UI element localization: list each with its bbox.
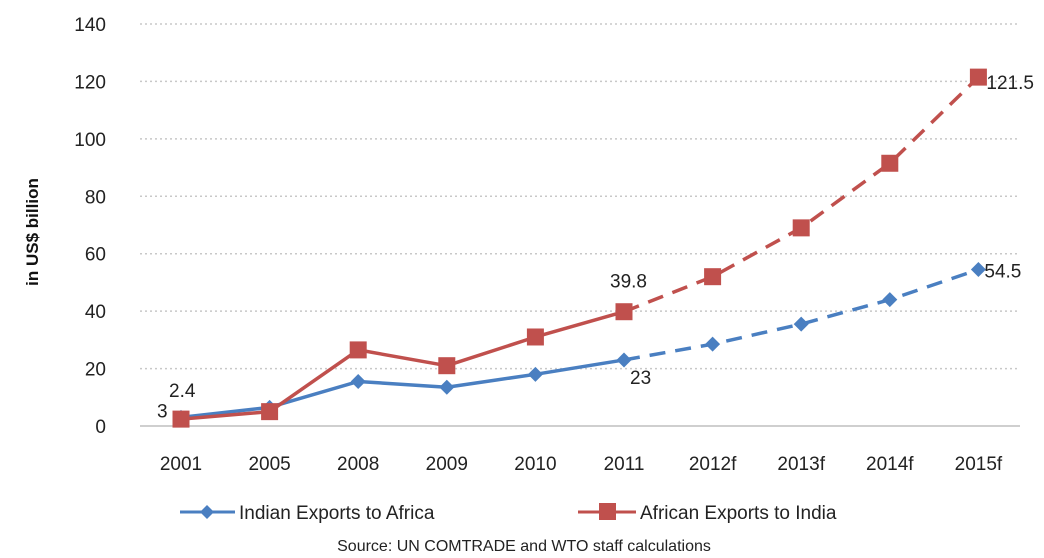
legend-item-african-exports: African Exports to India xyxy=(578,503,837,524)
source-note: Source: UN COMTRADE and WTO staff calcul… xyxy=(337,538,711,555)
data-point-square xyxy=(526,328,544,346)
x-tick-label: 2009 xyxy=(426,454,468,475)
series-line-actual xyxy=(180,358,625,420)
y-tick-label: 80 xyxy=(85,187,106,208)
y-tick-label: 60 xyxy=(85,245,106,266)
data-label: 39.8 xyxy=(610,272,647,293)
data-label: 54.5 xyxy=(984,262,1021,283)
y-tick-label: 120 xyxy=(74,72,106,93)
data-point-square xyxy=(704,268,722,286)
series-line-forecast xyxy=(623,75,980,314)
legend-label-indian-exports: Indian Exports to Africa xyxy=(239,503,435,524)
data-label: 23 xyxy=(630,368,651,389)
data-label: 3 xyxy=(157,401,168,422)
grid-lines xyxy=(140,23,1020,427)
data-point-square xyxy=(881,154,899,172)
legend: Indian Exports to Africa African Exports… xyxy=(180,503,837,524)
data-point-diamond xyxy=(882,292,898,308)
legend-marker-diamond xyxy=(200,505,214,519)
data-point-diamond xyxy=(616,352,632,368)
legend-label-african-exports: African Exports to India xyxy=(640,503,837,524)
x-tick-label: 2015f xyxy=(955,454,1003,475)
data-point-square xyxy=(172,410,190,428)
data-point-diamond xyxy=(705,336,721,352)
x-tick-label: 2011 xyxy=(604,454,645,475)
y-tick-labels: 0 20 40 60 80 100 120 140 xyxy=(74,15,106,438)
legend-item-indian-exports: Indian Exports to Africa xyxy=(180,503,435,524)
y-tick-label: 20 xyxy=(85,360,106,381)
data-label: 2.4 xyxy=(169,381,196,402)
data-label: 121.5 xyxy=(986,73,1034,94)
data-point-square xyxy=(792,219,810,237)
x-tick-label: 2005 xyxy=(248,454,290,475)
x-tick-labels: 2001 2005 2008 2009 2010 2011 2012f 2013f 2014f 2… xyxy=(160,454,1003,475)
data-point-square xyxy=(615,303,633,321)
x-tick-label: 2008 xyxy=(337,454,379,475)
x-tick-label: 2012f xyxy=(689,454,737,475)
data-point-square xyxy=(349,341,367,359)
y-tick-label: 0 xyxy=(95,417,106,438)
x-tick-label: 2014f xyxy=(866,454,914,475)
x-tick-label: 2001 xyxy=(160,454,202,475)
series-markers xyxy=(172,68,987,428)
legend-marker-square xyxy=(599,503,616,520)
x-tick-label: 2010 xyxy=(514,454,556,475)
data-labels: 32.4 39.8 23 121.5 54.5 xyxy=(157,73,1034,422)
data-point-square xyxy=(261,403,279,421)
x-tick-label: 2013f xyxy=(777,454,825,475)
data-point-diamond xyxy=(439,379,455,395)
y-tick-label: 100 xyxy=(74,130,106,151)
y-axis-label: in US$ billion xyxy=(23,178,42,286)
series-line-actual xyxy=(180,310,625,421)
series-lines xyxy=(180,75,980,421)
series-line-forecast xyxy=(623,267,979,362)
data-point-square xyxy=(438,357,456,375)
data-point-diamond xyxy=(793,316,809,332)
data-point-diamond xyxy=(350,373,366,389)
data-point-diamond xyxy=(970,262,986,278)
y-tick-label: 140 xyxy=(74,15,106,36)
data-point-square xyxy=(969,68,987,86)
data-point-diamond xyxy=(527,366,543,382)
y-tick-label: 40 xyxy=(85,302,106,323)
